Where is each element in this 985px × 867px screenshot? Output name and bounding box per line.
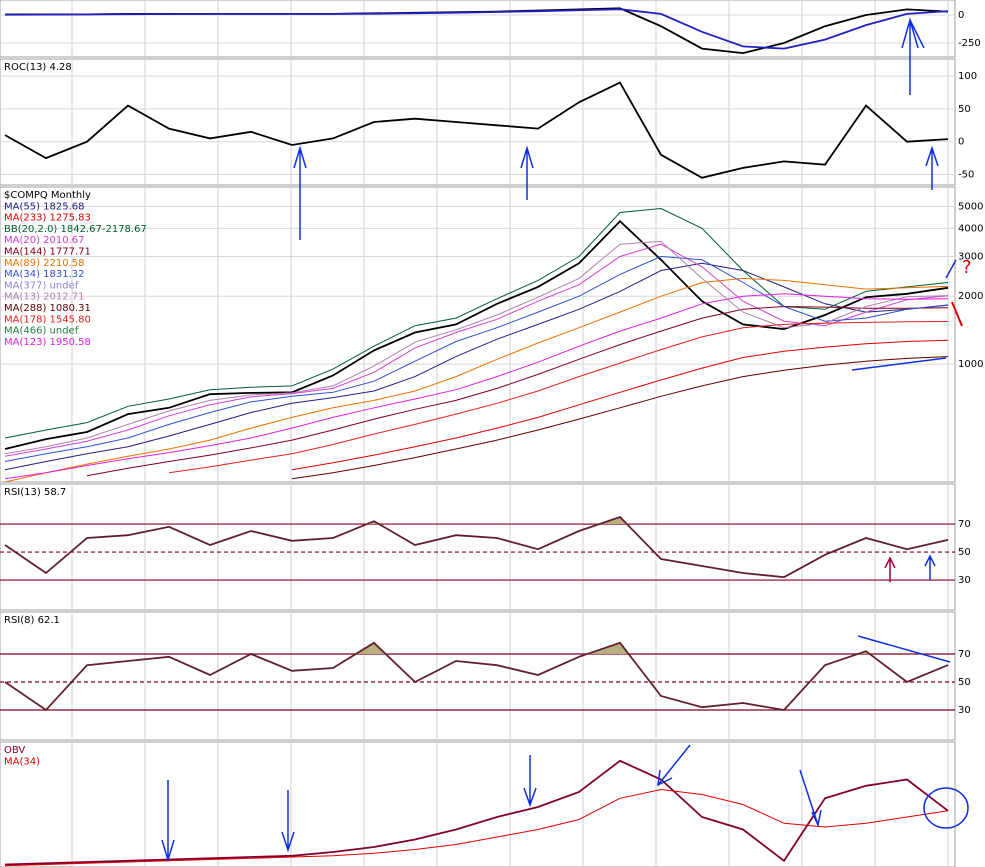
arrow — [951, 301, 963, 327]
y-tick-label: 30 — [958, 705, 971, 716]
arrow — [657, 744, 691, 787]
legend-entry: BB(20,2.0) 1842.67-2178.67 — [4, 224, 147, 235]
plot — [4, 641, 949, 712]
y-tick-label: 70 — [958, 519, 971, 530]
panel: 5000 4000 3000 2000 1000 $COMPQ MonthlyMA(55)… — [0, 186, 983, 483]
panel-background — [0, 58, 956, 186]
arrow — [945, 259, 957, 279]
legend-entry: MA(377) undef — [4, 280, 79, 291]
series-line — [4, 641, 949, 712]
legend-entry: MA(89) 2210.58 — [4, 258, 85, 269]
series-line — [4, 8, 949, 50]
trend-line — [851, 357, 947, 371]
trend-line — [857, 635, 951, 663]
legend-entry: MA(466) undef — [4, 326, 79, 337]
legend-entry: MA(123) 1950.58 — [4, 337, 91, 348]
series-line — [4, 255, 949, 462]
arrow — [799, 769, 822, 828]
legend-entry: MA(233) 1275.83 — [4, 213, 91, 224]
plot — [4, 7, 949, 55]
series-line — [4, 81, 949, 179]
arrow — [884, 556, 896, 582]
legend-entry: OBV — [4, 745, 25, 756]
panel-title: RSI(13) 58.7 — [4, 487, 66, 498]
arrow — [293, 145, 307, 240]
arrow — [520, 145, 534, 200]
series-line — [4, 515, 949, 579]
plot — [4, 207, 949, 482]
series-line — [4, 277, 949, 482]
panel: 70 50 30 RSI(8) 62.1 — [0, 611, 971, 741]
panel-background — [0, 611, 956, 741]
legend-entry: MA(55) 1825.68 — [4, 201, 85, 212]
series-line — [4, 262, 949, 471]
plot — [4, 81, 949, 179]
plot — [4, 515, 949, 579]
y-tick-label: 3000 — [958, 252, 983, 263]
legend-entry: MA(178) 1545.80 — [4, 314, 91, 325]
arrow — [925, 145, 939, 190]
y-tick-label: 100 — [958, 71, 977, 82]
panel-title: ROC(13) 4.28 — [4, 62, 72, 73]
panel: 100 50 0 -50 ROC(13) 4.28 — [0, 58, 977, 186]
plot — [4, 759, 949, 867]
legend-entry: MA(34) 1831.32 — [4, 269, 85, 280]
series-line — [4, 788, 949, 867]
series-line — [291, 356, 949, 480]
y-tick-label: 5000 — [958, 201, 983, 212]
y-tick-label: 50 — [958, 677, 971, 688]
series-line — [86, 305, 949, 477]
y-tick-label: 1000 — [958, 359, 983, 370]
arrow — [161, 780, 175, 863]
y-tick-label: 0 — [958, 137, 964, 148]
panel-title: $COMPQ Monthly — [4, 190, 91, 201]
circle — [923, 787, 969, 829]
series-line — [4, 759, 949, 866]
legend-entry: MA(288) 1080.31 — [4, 303, 91, 314]
arrow — [924, 554, 936, 580]
panel: 0 -250 — [0, 0, 981, 58]
arrow — [523, 755, 537, 808]
y-tick-label: 70 — [958, 649, 971, 660]
y-tick-label: 30 — [958, 575, 971, 586]
series-line — [4, 293, 949, 480]
annotation-arrows — [161, 17, 969, 863]
legend-entry: MA(13) 2012.71 — [4, 292, 85, 303]
panel-background — [0, 741, 956, 867]
series-line — [4, 243, 949, 457]
y-tick-label: 50 — [958, 547, 971, 558]
y-tick-label: 0 — [958, 10, 964, 21]
series-line — [291, 339, 949, 471]
y-tick-label: -50 — [958, 170, 974, 181]
y-tick-label: 2000 — [958, 291, 983, 302]
annotation: ? — [962, 257, 972, 278]
y-tick-label: -250 — [958, 38, 981, 49]
y-tick-label: 50 — [958, 104, 971, 115]
legend-entry: MA(34) — [4, 756, 40, 767]
series-line — [4, 240, 949, 455]
y-tick-label: 4000 — [958, 223, 983, 234]
panel-background — [0, 0, 956, 58]
arrow — [281, 790, 295, 853]
series-line — [168, 321, 949, 474]
panel: 70 50 30 RSI(13) 58.7 — [0, 483, 971, 611]
panel-background — [0, 483, 956, 611]
arrow — [901, 17, 925, 95]
legend-entry: MA(144) 1777.71 — [4, 247, 91, 258]
legend-entry: MA(20) 2010.67 — [4, 235, 85, 246]
panel-title: RSI(8) 62.1 — [4, 615, 60, 626]
